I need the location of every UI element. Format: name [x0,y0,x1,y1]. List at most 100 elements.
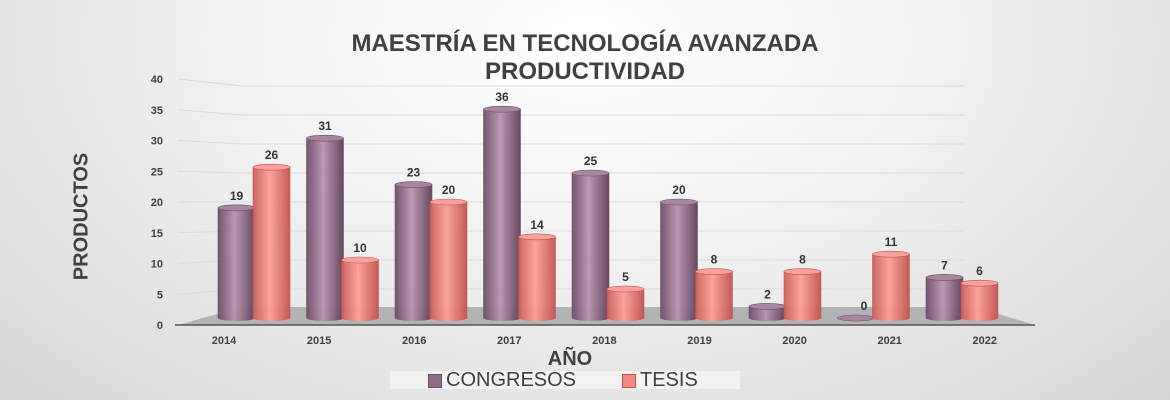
bar-body [606,288,645,319]
bar-congresos-2020 [748,303,787,321]
bar-tesis-2017 [518,233,556,321]
x-tick-label: 2021 [877,335,901,347]
data-label-tesis: 20 [442,183,456,197]
bar-bottom [607,315,644,321]
bar-top [925,274,964,281]
bar-body [306,137,344,319]
bar-top [518,233,556,241]
bar-congresos-2019 [660,198,698,321]
data-label-tesis: 26 [265,148,279,162]
y-tick-label: 0 [157,320,163,332]
bar-bottom [660,315,698,321]
bar-tesis-2016 [429,198,468,321]
gridline [177,288,965,295]
y-tick-label: 10 [151,259,163,271]
bar-body [429,201,468,319]
bar-bottom [483,315,521,321]
bar-congresos-2016 [394,181,433,321]
chart-title-line1: MAESTRÍA EN TECNOLOGÍA AVANZADA [351,30,819,57]
chart-title-line2: PRODUCTIVIDAD [484,58,685,85]
bar-top [483,105,521,113]
bar-congresos-2021 [837,314,875,322]
data-label-congresos: 23 [407,166,421,180]
bar-bottom [395,315,432,321]
data-label-tesis: 10 [353,241,367,255]
data-label-tesis: 6 [976,264,983,278]
gridline [177,140,965,145]
bar-top [394,181,433,188]
bar-body [960,282,999,319]
bar-bottom [253,315,290,321]
bar-bottom [961,315,998,321]
bar-body [695,271,733,319]
data-label-tesis: 14 [530,218,544,232]
data-label-tesis: 8 [711,253,718,267]
bar-tesis-2020 [783,268,822,321]
bar-body [518,236,556,319]
gridline [177,78,965,87]
data-label-tesis: 11 [885,235,898,249]
bar-body [783,271,822,319]
legend-swatch-congresos [428,373,442,388]
bar-congresos-2014 [217,204,256,321]
data-label-congresos: 0 [861,299,868,313]
bar-top [429,198,468,206]
x-tick-label: 2014 [212,335,237,347]
data-label-congresos: 19 [230,189,244,203]
bar-tesis-2021 [872,250,910,321]
bar-bottom [926,315,963,321]
legend-item-congresos: CONGRESOS [428,369,576,392]
bar-top [341,256,379,264]
bar-top [217,204,256,212]
x-tick-label: 2022 [973,335,997,347]
data-label-congresos: 25 [584,154,598,168]
data-label-congresos: 31 [318,119,332,133]
bar-bottom [518,315,556,321]
bar-bottom [341,315,379,321]
data-label-tesis: 8 [799,253,806,267]
bar-top [872,250,910,258]
bar-congresos-2017 [483,105,521,321]
bar-body [483,108,521,319]
bar-tesis-2015 [341,256,379,321]
bar-bottom [306,315,344,321]
legend-swatch-tesis [622,373,636,388]
data-label-congresos: 2 [764,287,771,301]
bar-body [341,259,379,319]
gridline [177,259,965,264]
gridline [177,109,965,116]
bar-body [660,201,698,319]
bar-top [306,134,344,142]
y-tick-label: 5 [157,289,163,301]
bar-tesis-2022 [960,279,999,321]
x-tick-label: 2020 [782,335,806,347]
y-tick-label: 35 [151,105,163,117]
bar-bottom [218,315,255,321]
bar-congresos-2022 [925,274,964,321]
bar-body [872,253,910,319]
gridline [177,230,965,234]
bar-body [217,207,256,319]
gridline [177,170,965,174]
bar-tesis-2019 [695,268,733,321]
x-tick-label: 2017 [497,335,521,347]
legend-item-tesis: TESIS [622,369,698,392]
legend-label-tesis: TESIS [640,369,698,391]
bar-top [783,268,822,275]
y-tick-label: 25 [151,166,163,178]
legend-label-congresos: CONGRESOS [446,369,577,391]
bar-top [837,314,875,322]
data-label-congresos: 20 [672,183,686,197]
bar-tesis-2018 [606,285,645,321]
data-label-congresos: 36 [495,90,509,104]
x-axis-label: AÑO [547,348,593,370]
bar-top [571,169,610,177]
bar-top [252,163,291,171]
bar-body [252,166,291,319]
bar-body [394,184,433,319]
x-tick-label: 2016 [402,335,426,347]
y-tick-label: 20 [151,197,163,209]
bar-bottom [872,315,910,321]
bar-top [695,268,733,275]
